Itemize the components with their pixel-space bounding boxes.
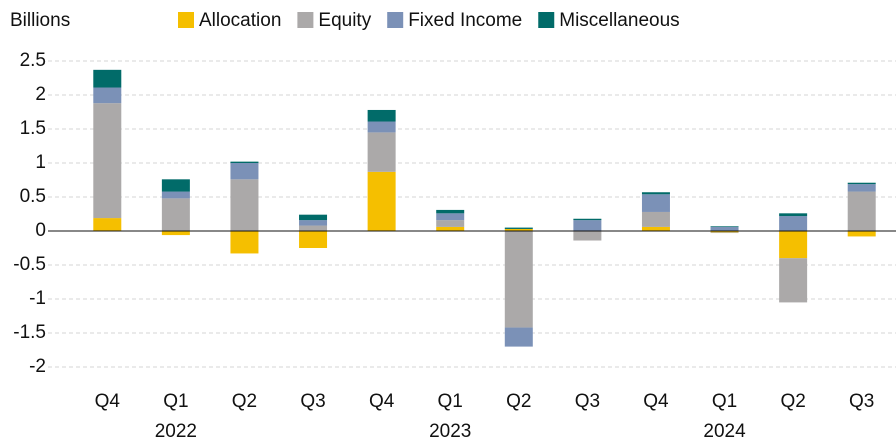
y-tick-label: 0.5 [20, 186, 46, 207]
x-tick-label: Q3 [575, 391, 600, 412]
x-tick-label: Q2 [780, 391, 805, 412]
bar-segment [161, 231, 190, 236]
bar-segment [367, 109, 396, 122]
bar-segment [367, 171, 396, 231]
bar-segment [710, 226, 739, 227]
bar-segment [641, 211, 670, 227]
bar-segment [573, 218, 602, 221]
y-tick-label: -1 [29, 288, 46, 309]
bar-segment [436, 220, 465, 227]
bar-segment [641, 194, 670, 212]
bar-segment [299, 220, 328, 226]
bar-segment [847, 184, 876, 192]
bar-segment [847, 182, 876, 185]
legend-swatch [297, 12, 314, 28]
bar-segment [504, 327, 533, 347]
y-tick-label: 1 [35, 152, 46, 173]
y-tick-label: -0.5 [13, 254, 46, 275]
bar-segment [436, 209, 465, 214]
bar-segment [367, 121, 396, 133]
bar-segment [641, 226, 670, 231]
bar-segment [161, 198, 190, 231]
y-tick-label: -1.5 [13, 322, 46, 343]
bar-segment [230, 161, 259, 163]
y-axis-label: Billions [10, 10, 70, 31]
bar-segment [573, 231, 602, 241]
bar-segment [93, 103, 122, 219]
bar-segment [504, 231, 533, 328]
bar-segment [779, 231, 808, 259]
legend-swatch [387, 12, 404, 28]
bar-segment [710, 232, 739, 234]
x-tick-label: Q4 [95, 391, 121, 412]
bar-segment [299, 214, 328, 221]
x-tick-label: Q4 [369, 391, 395, 412]
bar-segment [93, 87, 122, 104]
x-tick-label: Q4 [643, 391, 669, 412]
bar-segment [367, 132, 396, 172]
bar-segment [230, 163, 259, 180]
bar-segment [710, 226, 739, 231]
y-tick-label: 1.5 [20, 118, 46, 139]
bar-segment [779, 216, 808, 231]
bar-segment [504, 228, 533, 231]
y-tick-label: 0 [35, 220, 46, 241]
bar-segment [779, 213, 808, 217]
bar-segment [436, 213, 465, 221]
y-tick-label: -2 [29, 356, 46, 377]
bar-segment [230, 179, 259, 231]
legend-swatch [538, 12, 555, 28]
bar-segment [847, 191, 876, 231]
bar-segment [641, 192, 670, 195]
legend-swatch [178, 12, 194, 28]
bar-segment [504, 227, 533, 229]
x-tick-label: Q2 [506, 391, 531, 412]
y-tick-label: 2.5 [20, 50, 46, 71]
bar-segment [161, 179, 190, 192]
x-tick-label: Q3 [300, 391, 325, 412]
x-group-label: 2023 [429, 421, 471, 442]
bar-segment [93, 218, 122, 231]
x-tick-label: Q2 [232, 391, 257, 412]
bar-segment [573, 220, 602, 231]
bar-segment [161, 191, 190, 199]
bar-segment [230, 231, 259, 254]
legend-label: Miscellaneous [559, 10, 679, 31]
legend-label: Allocation [199, 10, 281, 31]
x-tick-label: Q1 [712, 391, 737, 412]
bar-segment [710, 231, 739, 233]
x-tick-label: Q3 [849, 391, 874, 412]
x-tick-label: Q1 [163, 391, 188, 412]
x-group-label: 2022 [155, 421, 197, 442]
bar-segment [779, 258, 808, 303]
legend-label: Equity [318, 10, 371, 31]
bar-segment [299, 231, 328, 248]
y-tick-label: 2 [35, 84, 46, 105]
bar-segment [93, 69, 122, 88]
legend-label: Fixed Income [408, 10, 522, 31]
x-tick-label: Q1 [438, 391, 463, 412]
x-group-label: 2024 [703, 421, 746, 442]
bar-segment [436, 226, 465, 231]
bar-segment [299, 225, 328, 231]
bar-segment [847, 231, 876, 237]
